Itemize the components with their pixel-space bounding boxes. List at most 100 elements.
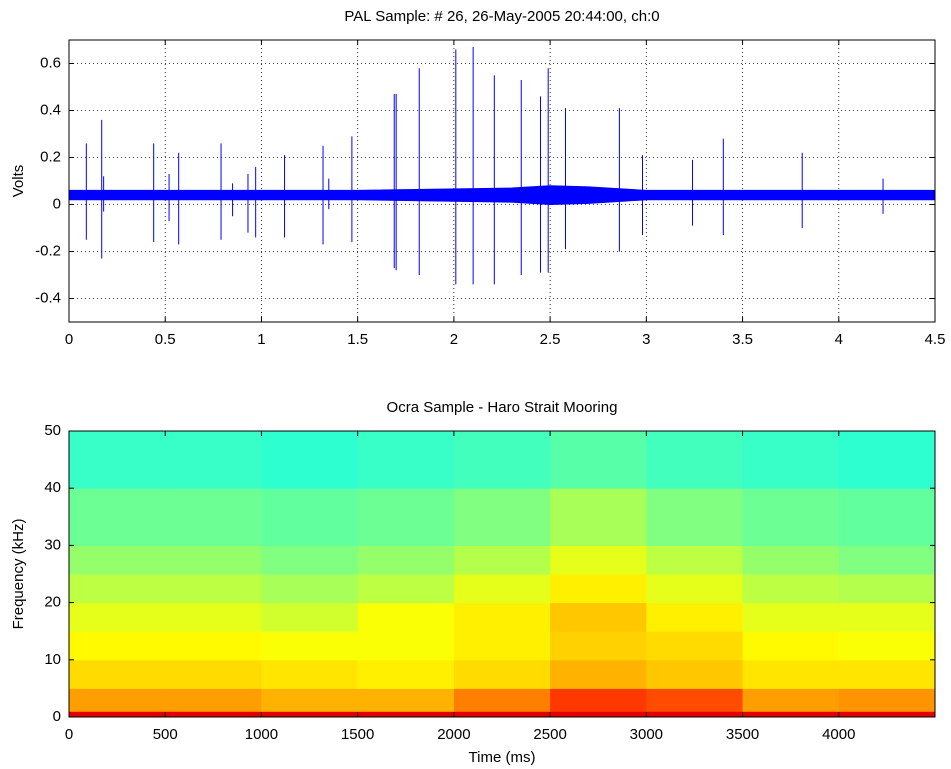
y-tick-label: 50 xyxy=(44,422,61,439)
spectrogram-cell xyxy=(261,602,359,632)
spectrogram-cell xyxy=(261,545,359,575)
spectrogram-cell xyxy=(550,488,647,546)
spectrogram-cell xyxy=(550,574,647,604)
y-tick-label: 40 xyxy=(44,479,61,496)
y-tick-label: 30 xyxy=(44,536,61,553)
spectrogram-cell xyxy=(69,574,166,604)
spectrogram-cell xyxy=(742,545,840,575)
spectrogram-cell xyxy=(742,431,840,489)
x-tick-label: 0.5 xyxy=(155,331,176,348)
spectrogram-cell xyxy=(453,688,551,712)
spectrogram-cell xyxy=(550,545,647,575)
x-tick-label: 3.5 xyxy=(732,331,753,348)
spectrogram-cell xyxy=(550,711,647,718)
axes-box xyxy=(68,39,936,323)
spectrogram-cell xyxy=(453,574,551,604)
y-tick-label: 20 xyxy=(44,594,61,611)
y-tick-label: 0.4 xyxy=(40,101,61,118)
spectrogram-cell xyxy=(838,631,936,661)
spectrogram-cell xyxy=(357,574,455,604)
x-tick-label: 1 xyxy=(257,331,265,348)
y-tick-label: -0.4 xyxy=(35,289,61,306)
spectrogram-cell xyxy=(550,602,647,632)
x-tick-label: 4 xyxy=(835,331,843,348)
spectrogram-cell xyxy=(165,602,262,632)
spectrogram-cell xyxy=(261,488,359,546)
spectrogram-cell xyxy=(646,659,744,689)
spectrogram-cell xyxy=(646,574,744,604)
spectrogram-cell xyxy=(742,659,840,689)
y-axis-label: Frequency (kHz) xyxy=(10,519,27,630)
spectrogram-cell xyxy=(357,488,455,546)
spectrogram-cell xyxy=(646,431,744,489)
x-tick-label: 0 xyxy=(65,726,73,743)
spectrogram-cell xyxy=(838,431,936,489)
spectrogram-cell xyxy=(357,602,455,632)
spectrogram-cell xyxy=(261,711,359,718)
spectrogram-cell xyxy=(165,711,262,718)
spectrogram-cell xyxy=(165,631,262,661)
spectrogram-cell xyxy=(550,688,647,712)
x-axis-label: Time (ms) xyxy=(469,749,536,766)
spectrogram-cell xyxy=(165,659,262,689)
x-tick-label: 2500 xyxy=(533,726,566,743)
chart-title: PAL Sample: # 26, 26-May-2005 20:44:00, … xyxy=(344,8,659,25)
spectrogram-cell xyxy=(550,659,647,689)
spectrogram-cell xyxy=(165,688,262,712)
spectrogram-cell xyxy=(646,545,744,575)
spectrogram-cell xyxy=(550,431,647,489)
spectrogram-cell xyxy=(453,631,551,661)
spectrogram-cell xyxy=(646,631,744,661)
spectrogram-cell xyxy=(838,488,936,546)
spectrogram-cell xyxy=(742,574,840,604)
spectrogram-cell xyxy=(69,602,166,632)
spectrogram-cell xyxy=(742,602,840,632)
spectrogram-cell xyxy=(357,688,455,712)
x-tick-label: 500 xyxy=(153,726,178,743)
noise-edge xyxy=(69,199,935,206)
spectrogram-cell xyxy=(261,431,359,489)
spectrogram-cell xyxy=(165,488,262,546)
y-tick-label: 0.6 xyxy=(40,54,61,71)
axes-box xyxy=(68,430,936,718)
y-tick-label: -0.2 xyxy=(35,242,61,259)
x-tick-label: 4.5 xyxy=(925,331,946,348)
y-tick-label: 10 xyxy=(44,651,61,668)
x-tick-label: 1500 xyxy=(341,726,374,743)
noise-edge xyxy=(69,185,935,191)
spectrogram-cell xyxy=(357,431,455,489)
spectrogram-cell xyxy=(165,431,262,489)
spectrogram-cell xyxy=(261,631,359,661)
spectrogram-cell xyxy=(453,602,551,632)
spectrogram-cell xyxy=(838,545,936,575)
x-tick-label: 1000 xyxy=(245,726,278,743)
spectrogram-cell xyxy=(261,688,359,712)
x-tick-label: 3 xyxy=(642,331,650,348)
x-tick-label: 3500 xyxy=(726,726,759,743)
spectrogram-cell xyxy=(453,488,551,546)
spectrogram-cell xyxy=(165,574,262,604)
x-tick-label: 2000 xyxy=(437,726,470,743)
spectrogram-cell xyxy=(453,659,551,689)
spectrogram-cell xyxy=(838,688,936,712)
spectrogram-cell xyxy=(742,688,840,712)
spectrogram-cell xyxy=(357,545,455,575)
x-tick-label: 1.5 xyxy=(347,331,368,348)
spectrogram-cell xyxy=(261,574,359,604)
chart-title: Ocra Sample - Haro Strait Mooring xyxy=(387,399,618,416)
spectrogram-cell xyxy=(838,574,936,604)
spectrogram-cell xyxy=(646,688,744,712)
spectrogram-cell xyxy=(69,488,166,546)
x-tick-label: 3000 xyxy=(630,726,663,743)
x-tick-label: 2 xyxy=(450,331,458,348)
y-tick-label: 0 xyxy=(53,195,61,212)
spectrogram-cell xyxy=(838,659,936,689)
spectrogram-cell xyxy=(69,631,166,661)
y-axis-label: Volts xyxy=(10,165,27,198)
spectrogram-cell xyxy=(69,431,166,489)
spectrogram-cell xyxy=(261,659,359,689)
spectrogram-cell xyxy=(742,711,840,718)
spectrogram-cell xyxy=(742,488,840,546)
spectrogram-cell xyxy=(550,631,647,661)
